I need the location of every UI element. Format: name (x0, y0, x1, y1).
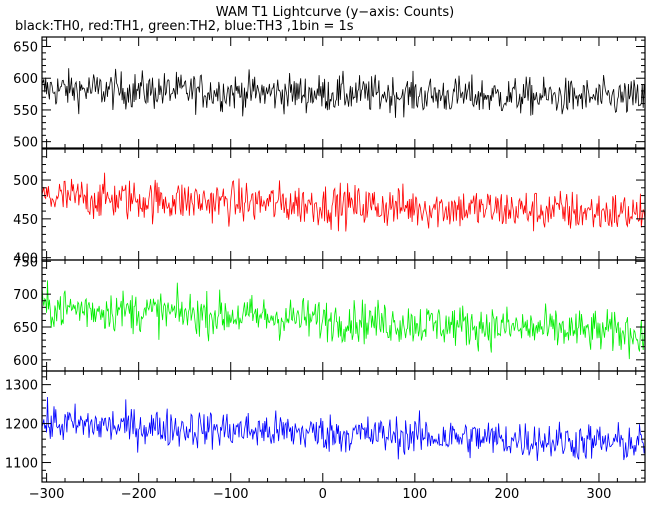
panels-group: 500 550 600 650 400 450 500 600 650 700 750 1100 120… (5, 36, 646, 483)
y-tick-label: 550 (13, 104, 38, 119)
x-tick-label: −200 (121, 487, 157, 502)
series-line-th3 (42, 396, 645, 462)
series-line-th1 (42, 172, 645, 232)
x-tick-label: 0 (319, 487, 327, 502)
y-tick-label: 750 (13, 255, 38, 270)
y-tick-label: 500 (13, 174, 38, 189)
y-tick-label: 500 (13, 136, 38, 151)
x-tick-label: −100 (213, 487, 249, 502)
x-tick-label: 300 (587, 487, 612, 502)
y-tick-label: 650 (13, 41, 38, 56)
x-tick-label: −300 (29, 487, 65, 502)
y-tick-label: 400 (13, 252, 38, 267)
y-tick-label: 600 (13, 354, 38, 369)
panel-th2: 600 650 700 750 (13, 255, 646, 372)
x-tick-label: 100 (402, 487, 427, 502)
y-tick-label: 1200 (5, 418, 38, 433)
y-tick-label: 600 (13, 72, 38, 87)
x-axis: −300 −200 −100 0 100 200 300 (29, 487, 612, 502)
panel-frame (41, 370, 646, 483)
chart-title: WAM T1 Lightcurve (y−axis: Counts) (216, 5, 454, 20)
y-tick-label: 1100 (5, 457, 38, 472)
y-tick-label: 700 (13, 288, 38, 303)
x-tick-label: 200 (494, 487, 519, 502)
y-tick-label: 650 (13, 321, 38, 336)
series-line-th2 (42, 280, 645, 360)
panel-th0: 500 550 600 650 (13, 36, 646, 151)
series-line-th0 (42, 68, 645, 118)
panel-th3: 1100 1200 1300 (5, 370, 646, 483)
panel-th1: 400 450 500 (13, 148, 646, 267)
panel-frame (41, 36, 646, 149)
y-tick-label: 1300 (5, 379, 38, 394)
chart-subtitle: black:TH0, red:TH1, green:TH2, blue:TH3 … (15, 19, 354, 34)
y-tick-label: 450 (13, 213, 38, 228)
